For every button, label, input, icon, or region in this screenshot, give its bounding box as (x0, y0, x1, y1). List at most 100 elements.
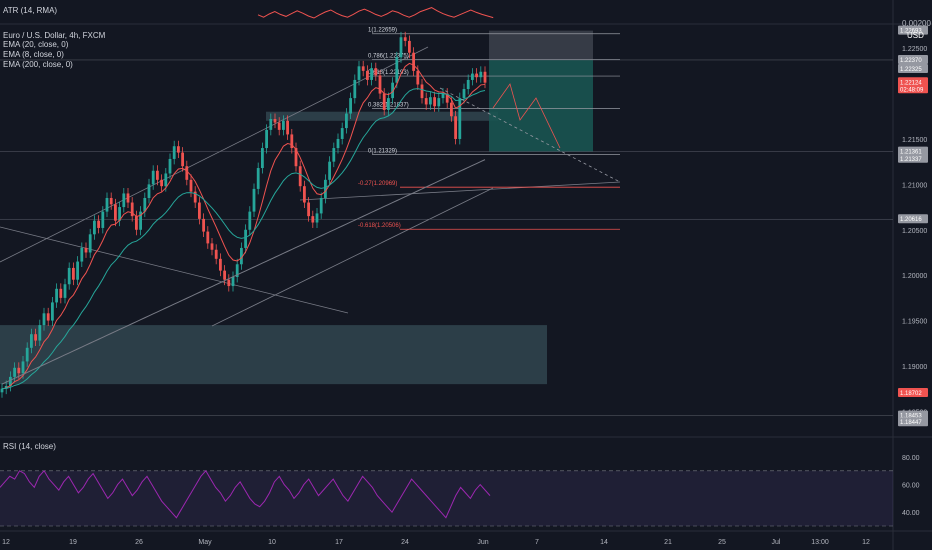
price-tick-1: 1.21500 (902, 137, 927, 144)
candle-body (265, 129, 268, 149)
candle-body (164, 173, 168, 187)
rsi-band (0, 470, 893, 526)
price-badge-1 (898, 54, 928, 64)
time-tick-2: 26 (135, 539, 143, 546)
candle-body (181, 152, 184, 167)
candle-body (156, 170, 159, 180)
candle-body (13, 367, 16, 377)
candle-body (479, 71, 483, 78)
price-badge-text-6: 1.20616 (900, 217, 922, 223)
candle-body (202, 218, 205, 232)
candle-body (303, 186, 306, 203)
candle-body (290, 134, 294, 149)
candle-body (353, 79, 357, 99)
candle-body (59, 288, 63, 298)
candle-body (80, 247, 84, 262)
candle-body (286, 120, 289, 135)
candle-body (55, 288, 58, 303)
candle-body (84, 247, 88, 253)
candle-body (315, 213, 319, 223)
candle-body (67, 267, 71, 285)
candle-body (294, 148, 298, 167)
atr-scale-label: 0.00200 (902, 19, 931, 28)
candle-body (378, 75, 382, 94)
candle-body (227, 279, 231, 287)
time-tick-4: 10 (268, 539, 276, 546)
candle-body (122, 193, 126, 208)
price-badge-4 (898, 146, 928, 156)
candle-body (235, 264, 239, 277)
candle-body (420, 84, 424, 99)
candle-body (483, 71, 487, 83)
ema-200-line (1, 159, 486, 385)
candle-body (252, 188, 256, 212)
candle-body (462, 89, 466, 99)
candle-body (416, 70, 420, 85)
price-badge-text-3: 1.22124 (900, 80, 922, 86)
fib-label-6: -0.618(1.20506) (358, 223, 401, 229)
symbol-title: Euro / U.S. Dollar, 4h, FXCM (3, 31, 106, 40)
candle-body (189, 179, 193, 192)
time-tick-0: 12 (2, 539, 10, 546)
candle-body (4, 385, 8, 389)
price-badge-5 (898, 153, 928, 163)
time-tick-6: 24 (401, 539, 409, 546)
candle-body (458, 98, 462, 139)
price-tick-6: 1.19000 (902, 364, 927, 371)
fib-label-4: 0(1.21329) (368, 148, 397, 154)
price-badge-text-1: 1.22370 (900, 58, 922, 64)
support-zone-0 (0, 325, 547, 385)
candle-body (118, 207, 121, 221)
candle-body (147, 184, 151, 198)
currency-label[interactable]: USD (907, 31, 924, 40)
projected-path (492, 83, 561, 149)
candle-body (328, 161, 331, 180)
time-tick-7: Jun (477, 539, 488, 546)
candle-body (471, 73, 474, 80)
trend-line-2 (211, 187, 494, 327)
candle-body (219, 258, 222, 271)
candle-body (475, 73, 478, 78)
price-badge-0 (898, 25, 928, 35)
time-tick-5: 17 (335, 539, 343, 546)
candle-body (109, 197, 113, 205)
time-tick-13: 13:00 (811, 539, 829, 546)
rsi-tick-2: 40.00 (902, 510, 920, 517)
candle-body (17, 367, 21, 374)
candle-body (273, 118, 277, 123)
price-badge-9 (898, 417, 928, 427)
candle-body (135, 216, 138, 230)
candle-body (399, 37, 403, 58)
candle-body (177, 146, 180, 153)
price-badge-text-5: 1.21337 (900, 157, 922, 163)
candle-body (433, 97, 436, 107)
candle-body (126, 193, 130, 203)
candle-body (210, 243, 214, 250)
time-tick-1: 19 (69, 539, 77, 546)
candle-body (21, 361, 25, 374)
candle-body (429, 97, 432, 105)
price-badge-text-9: 1.18447 (900, 420, 922, 426)
candle-body (97, 220, 100, 228)
candle-body (46, 313, 50, 321)
candle-body (256, 168, 260, 189)
ema-8-legend: EMA (8, close, 0) (3, 50, 64, 59)
take-profit-box (489, 59, 593, 152)
ema-200-legend: EMA (200, close, 0) (3, 60, 73, 69)
candle-body (319, 197, 323, 214)
fib-label-5: -0.27(1.20969) (358, 181, 397, 187)
price-badge-text-0: 1.22693 (900, 29, 922, 35)
candle-body (42, 313, 46, 326)
candle-body (214, 249, 218, 259)
candle-body (391, 82, 394, 99)
candle-body (51, 302, 54, 321)
price-tick-0: 1.22500 (902, 46, 927, 53)
trend-line-3 (299, 181, 621, 201)
candle-body (130, 202, 134, 217)
time-tick-12: Jul (772, 539, 781, 546)
candle-body (30, 334, 33, 348)
candle-body (76, 261, 79, 280)
trend-line-1 (0, 226, 349, 314)
candle-body (231, 276, 235, 287)
